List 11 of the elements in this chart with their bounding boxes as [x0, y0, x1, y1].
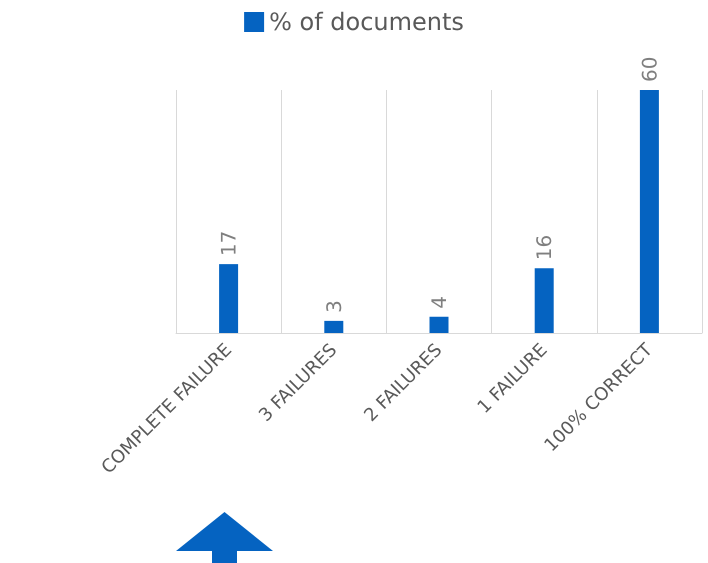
bar — [219, 264, 238, 333]
bar — [640, 90, 659, 333]
data-label: 3 — [322, 300, 346, 313]
data-label: 60 — [637, 56, 662, 82]
data-label: 4 — [427, 296, 451, 309]
data-label: 16 — [532, 234, 556, 260]
bar — [534, 268, 554, 333]
legend-label: % of documents — [269, 8, 464, 36]
bar — [430, 316, 448, 333]
data-label: 17 — [216, 230, 241, 256]
bar — [324, 320, 344, 333]
